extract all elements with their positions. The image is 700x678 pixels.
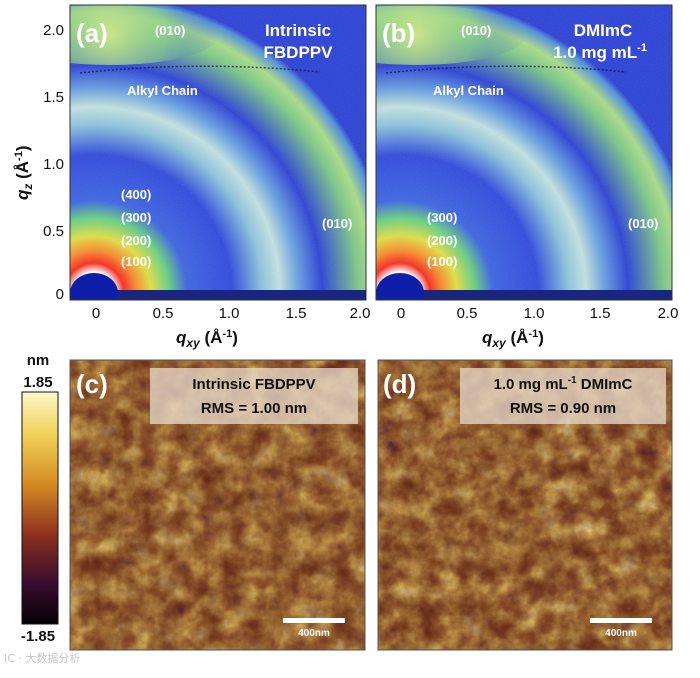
x-axis-b: 0 0.5 1.0 1.5 2.0 qxy (Å-1) (397, 305, 679, 350)
giwaxs-b-beamstop (376, 273, 424, 300)
giwaxs-a-panel-label: (a) (76, 18, 108, 48)
watermark-text: IC · 大数据分析 (4, 652, 81, 665)
giwaxs-b-detector-gap (385, 65, 627, 74)
x-tick-b-1-0: 1.0 (524, 305, 545, 322)
afm-d-panel-label: (d) (383, 369, 416, 399)
x-tick-b-1-5: 1.5 (590, 305, 611, 322)
giwaxs-a-alkyl-label: Alkyl Chain (127, 83, 198, 98)
giwaxs-a-peak-010-side: (010) (322, 216, 352, 231)
y-tick-2-0: 2.0 (43, 22, 64, 39)
x-axis-a-label: qxy (Å-1) (176, 328, 238, 350)
x-tick-a-2-0: 2.0 (350, 305, 371, 322)
colorbar-gradient (21, 391, 59, 625)
afm-c-scale-label: 400nm (298, 628, 330, 639)
giwaxs-b-horizon (376, 290, 672, 300)
x-tick-a-1-0: 1.0 (219, 305, 240, 322)
y-tick-0: 0 (56, 286, 64, 303)
afm-panel-c: (c) Intrinsic FBDPPV RMS = 1.00 nm 400nm (69, 359, 366, 651)
giwaxs-a-detector-gap (79, 65, 321, 74)
giwaxs-b-alkyl-label: Alkyl Chain (433, 83, 504, 98)
afm-panel-d: (d) 1.0 mg mL-1 DMImC RMS = 0.90 nm 400n… (377, 359, 673, 651)
giwaxs-a-peak-010-top: (010) (155, 23, 185, 38)
giwaxs-b-panel-label: (b) (382, 18, 415, 48)
colorbar: nm 1.85 -1.85 (21, 352, 59, 645)
afm-d-rms: RMS = 0.90 nm (510, 400, 616, 417)
x-tick-a-0: 0 (92, 305, 100, 322)
giwaxs-panel-a: (a) (010) Intrinsic FBDPPV Alkyl Chain (… (69, 4, 367, 301)
giwaxs-a-title-line1: Intrinsic (265, 21, 331, 40)
giwaxs-panel-b: (b) (010) DMImC 1.0 mg mL-1 Alkyl Chain … (375, 4, 673, 301)
giwaxs-a-beamstop (70, 273, 118, 300)
giwaxs-b-frame (375, 4, 673, 301)
x-tick-a-1-5: 1.5 (286, 305, 307, 322)
afm-d-sample-label: 1.0 mg mL-1 DMImC (494, 375, 633, 393)
afm-c-scale-bar (283, 618, 345, 623)
y-tick-1-5: 1.5 (43, 89, 64, 106)
y-axis: qz (Å-1) 2.0 1.5 1.0 0.5 0 (13, 22, 64, 303)
y-tick-1-0: 1.0 (43, 156, 64, 173)
giwaxs-a-peak-300: (300) (121, 210, 151, 225)
x-tick-b-2-0: 2.0 (658, 305, 679, 322)
x-axis-a: 0 0.5 1.0 1.5 2.0 qxy (Å-1) (92, 305, 371, 350)
giwaxs-b-peak-010-top: (010) (461, 23, 491, 38)
afm-c-frame (69, 359, 366, 651)
x-tick-b-0: 0 (397, 305, 405, 322)
giwaxs-a-title-line2: FBDPPV (264, 43, 334, 62)
giwaxs-a-horizon (70, 290, 366, 300)
afm-d-label-box (460, 368, 666, 424)
giwaxs-a-peak-100: (100) (121, 254, 151, 269)
afm-d-scale-bar (590, 618, 652, 623)
afm-c-label-box (150, 368, 358, 424)
x-axis-b-label: qxy (Å-1) (482, 328, 544, 350)
giwaxs-b-peak-200: (200) (427, 233, 457, 248)
giwaxs-a-speckle (70, 5, 366, 300)
y-axis-label: qz (Å-1) (13, 145, 35, 200)
giwaxs-a-peak-400: (400) (121, 187, 151, 202)
giwaxs-a-frame (69, 4, 367, 301)
x-tick-a-0-5: 0.5 (153, 305, 174, 322)
afm-d-scale-label: 400nm (605, 628, 637, 639)
giwaxs-b-speckle (376, 5, 672, 300)
y-tick-0-5: 0.5 (43, 223, 64, 240)
giwaxs-b-peak-010-side: (010) (628, 216, 658, 231)
giwaxs-b-peak-100: (100) (427, 254, 457, 269)
x-tick-b-0-5: 0.5 (457, 305, 478, 322)
giwaxs-b-title-line2: 1.0 mg mL-1 (553, 42, 647, 62)
afm-c-sample-label: Intrinsic FBDPPV (192, 376, 315, 393)
colorbar-min-label: -1.85 (21, 628, 55, 645)
afm-d-frame (377, 359, 673, 651)
giwaxs-b-title-line1: DMImC (574, 21, 633, 40)
afm-c-rms: RMS = 1.00 nm (201, 400, 307, 417)
colorbar-unit: nm (27, 352, 50, 369)
giwaxs-a-peak-200: (200) (121, 233, 151, 248)
giwaxs-b-peak-300: (300) (427, 210, 457, 225)
afm-c-panel-label: (c) (76, 369, 108, 399)
colorbar-max-label: 1.85 (23, 374, 52, 391)
